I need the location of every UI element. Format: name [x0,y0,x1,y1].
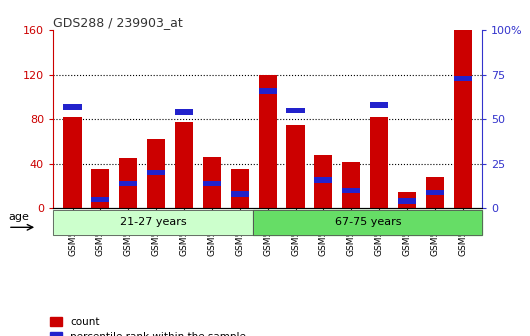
Bar [203,181,221,186]
Bar [259,75,277,208]
Bar [175,110,193,115]
Bar [287,108,305,113]
Bar [64,104,82,110]
Bar [91,169,110,208]
Bar [370,117,388,208]
Bar [426,177,444,208]
Bar [231,169,249,208]
Bar [91,197,110,202]
Legend: count, percentile rank within the sample: count, percentile rank within the sample [50,317,246,336]
Text: 67-75 years: 67-75 years [334,217,401,227]
Bar [64,117,82,208]
Bar [259,88,277,93]
Bar [370,102,388,108]
Bar [398,199,416,204]
Bar [147,139,165,208]
Bar [119,181,137,186]
Bar [426,190,444,195]
Text: 21-27 years: 21-27 years [120,217,187,227]
Bar [314,155,332,208]
Bar [287,125,305,208]
Text: age: age [8,212,29,222]
Bar [203,157,221,208]
Bar [175,122,193,208]
Bar [119,158,137,208]
Bar [342,162,360,208]
Bar [398,192,416,208]
Text: GDS288 / 239903_at: GDS288 / 239903_at [53,16,183,29]
Bar [454,30,472,208]
Bar [454,76,472,81]
Bar [231,191,249,197]
Bar [147,170,165,175]
Bar [342,188,360,193]
Bar [314,177,332,182]
